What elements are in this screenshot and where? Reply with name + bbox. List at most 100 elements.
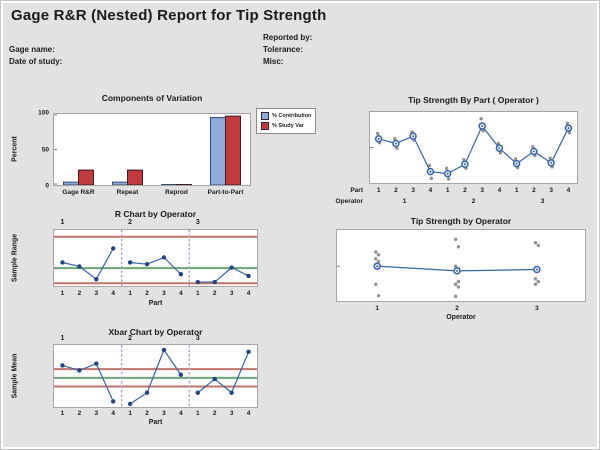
tsp-operator-tick-label: 3 [540, 198, 545, 205]
tso-x-tick-label: 1 [375, 305, 379, 312]
individual-point [456, 245, 461, 249]
cov-plot-area [53, 113, 251, 186]
segment-line [197, 351, 250, 394]
data-point [94, 361, 99, 366]
tsp-part-tick-label: 3 [411, 187, 415, 194]
individual-point [453, 264, 458, 268]
individual-point [567, 131, 572, 135]
tso-x-tick-label: 2 [455, 305, 459, 312]
cov-x-tick-label: Gage R&R [62, 189, 95, 196]
bar-% Study Var [78, 169, 94, 185]
reported-by-label: Reported by: [263, 33, 313, 42]
studyvar-legend-label: % Study Var [272, 123, 304, 129]
data-point [60, 260, 65, 265]
tsp-part-tick-label: 1 [376, 187, 381, 194]
data-point [144, 390, 150, 395]
legend-row-contribution: % Contribution [261, 112, 311, 120]
tsp-part-tick-label: 2 [394, 187, 398, 194]
segment-line [62, 362, 114, 402]
xbar_chart_by_operator-x-tick-label: 4 [111, 410, 116, 417]
individual-point [513, 157, 518, 161]
tsp-part-tick-label: 4 [497, 187, 502, 194]
individual-point [453, 237, 458, 242]
individual-point [496, 141, 501, 146]
tsp-part-tick-label: 2 [463, 187, 467, 194]
data-point [127, 260, 133, 265]
individual-point [531, 145, 535, 149]
data-point [195, 279, 200, 285]
individual-point [533, 241, 538, 245]
individual-point [446, 177, 451, 181]
bar-% Contribution [112, 181, 128, 185]
data-point [161, 255, 167, 260]
cov-bars-svg [54, 114, 241, 185]
r_chart_by_operator-x-tick-label: 4 [111, 290, 116, 297]
data-point [229, 265, 234, 270]
r_chart_by_operator-x-tick-label: 2 [212, 290, 217, 297]
tsp-part-tick-label: 1 [514, 187, 519, 194]
tsp-line-svg [370, 116, 573, 181]
xbar_chart_by_operator-x-tick-label: 2 [212, 410, 217, 417]
individual-point [456, 285, 461, 289]
r_chart_by_operator-x-tick-label: 4 [246, 290, 251, 297]
tsp-part-row-label: Part [350, 187, 363, 194]
individual-point [374, 282, 378, 286]
individual-point [548, 156, 552, 160]
individual-point [481, 129, 485, 133]
individual-point [498, 151, 503, 155]
xbar_chart_by_operator-x-tick-label: 1 [60, 410, 65, 417]
rchart-x-axis-label: Part [148, 300, 163, 307]
tsp-part-tick-label: 2 [532, 187, 536, 194]
r_chart_by_operator-x-tick-label: 2 [77, 290, 82, 297]
xbar_chart_by_operator-x-tick-label: 4 [246, 410, 251, 417]
bar-% Contribution [161, 184, 177, 185]
tolerance-label: Tolerance: [263, 45, 303, 54]
cov-legend: % Contribution % Study Var [256, 108, 317, 134]
data-point [60, 363, 65, 368]
xbar_chart_by_operator-x-tick-label: 1 [195, 410, 200, 417]
xbar-svg [54, 345, 257, 407]
xbar_chart_by_operator-x-tick-label: 3 [94, 410, 99, 417]
report-title: Gage R&R (Nested) Report for Tip Strengt… [11, 7, 327, 24]
data-point [127, 401, 133, 407]
xbar_chart_by_operator-panel-label: 1 [60, 335, 65, 342]
tsp-plot-area [369, 111, 578, 184]
legend-row-studyvar: % Study Var [261, 122, 311, 130]
xbar_chart_by_operator-x-tick-label: 2 [145, 410, 149, 417]
xbar_chart_by_operator-x-tick-label: 2 [77, 410, 82, 417]
r_chart_by_operator-panel-label: 2 [128, 219, 133, 226]
individual-point [533, 282, 538, 286]
segment-line [130, 256, 182, 275]
data-point [111, 246, 116, 251]
tsp-part-tick-label: 3 [549, 187, 553, 194]
individual-point [375, 131, 380, 136]
bar-% Study Var [225, 115, 241, 185]
bar-% Contribution [210, 117, 226, 185]
tsp-operator-row-label: Operator [335, 198, 363, 205]
contribution-swatch [261, 112, 269, 120]
tso-svg [337, 237, 541, 299]
data-point [212, 279, 217, 285]
tsp-operator-tick-label: 1 [402, 198, 407, 205]
individual-point [393, 137, 397, 141]
bar-% Contribution [63, 181, 79, 185]
r_chart_by_operator-x-tick-label: 3 [162, 290, 166, 297]
xbar-x-axis-label: Part [148, 419, 163, 426]
individual-point [376, 259, 381, 264]
cov-y-tick-label: 50 [41, 146, 49, 153]
individual-point [376, 293, 381, 298]
tso-plot-area [336, 229, 586, 302]
data-point [94, 277, 99, 282]
tsp-chart-title: Tip Strength By Part ( Operator ) [408, 95, 539, 105]
misc-label: Misc: [263, 57, 284, 66]
segment-line [129, 348, 182, 405]
r_chart_by_operator-panel-label: 1 [60, 219, 65, 226]
cov-x-tick-label: Reprod [165, 189, 188, 196]
studyvar-swatch [261, 122, 269, 130]
r_chart_by_operator-x-tick-label: 2 [145, 290, 149, 297]
cov-x-tick-label: Repeat [116, 189, 139, 196]
bar-% Study Var [127, 169, 143, 185]
r_chart_by_operator-x-tick-label: 1 [128, 290, 132, 297]
date-of-study-label: Date of study: [9, 57, 63, 66]
